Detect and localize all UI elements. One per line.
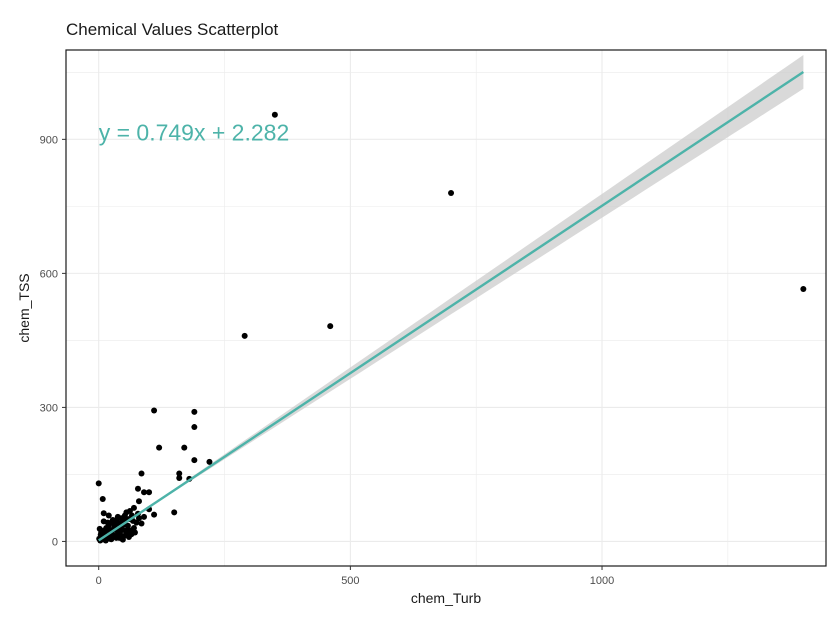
data-point [151,511,158,518]
data-point [327,323,334,330]
data-point [271,111,278,118]
y-tick-label: 300 [40,402,58,414]
data-point [102,537,109,544]
data-point [156,444,163,451]
y-axis-title: chem_TSS [16,273,32,342]
data-point [110,520,117,527]
data-point [191,457,198,464]
data-point [131,529,138,536]
data-point [135,515,142,522]
data-point [141,489,148,496]
data-point [176,470,183,477]
data-point [95,480,102,487]
data-point [100,510,107,517]
confidence-band-layer [98,55,804,543]
fit-line [98,70,805,542]
chart-title: Chemical Values Scatterplot [66,20,279,39]
data-point [99,495,106,502]
data-point [800,286,807,293]
y-tick-label: 0 [52,536,58,548]
data-point [134,485,141,492]
y-axis-ticks: 0 300 600 900 [40,134,66,548]
data-point [105,512,112,519]
data-point [121,512,128,519]
data-point [96,525,103,532]
data-point [101,527,108,534]
x-tick-label: 500 [341,575,359,587]
data-point [104,519,111,526]
data-point [138,520,145,527]
x-tick-label: 0 [96,575,102,587]
data-point [191,408,198,415]
data-point [241,332,248,339]
y-tick-label: 600 [40,268,58,280]
data-point [176,474,183,481]
scatter-points [95,111,807,544]
regression-equation: y = 0.749x + 2.282 [99,120,290,146]
data-point [181,444,188,451]
data-point [125,533,132,540]
x-axis-title: chem_Turb [411,590,482,606]
data-point [448,189,455,196]
data-point [119,536,126,543]
data-point [130,504,137,511]
data-point [206,458,213,465]
data-point [114,513,121,520]
panel-border [65,49,827,567]
y-tick-label: 900 [40,134,58,146]
data-point [141,513,148,520]
confidence-band [98,55,804,543]
data-point [138,470,145,477]
x-tick-label: 1000 [590,575,614,587]
data-point [135,498,142,505]
data-point [151,407,158,414]
x-axis-ticks: 0 500 1000 [96,566,614,587]
grid-lines [66,50,826,566]
data-point [146,489,153,496]
data-point [171,509,178,516]
data-point [191,424,198,431]
data-point [126,508,133,515]
fit-line-layer [98,70,805,542]
